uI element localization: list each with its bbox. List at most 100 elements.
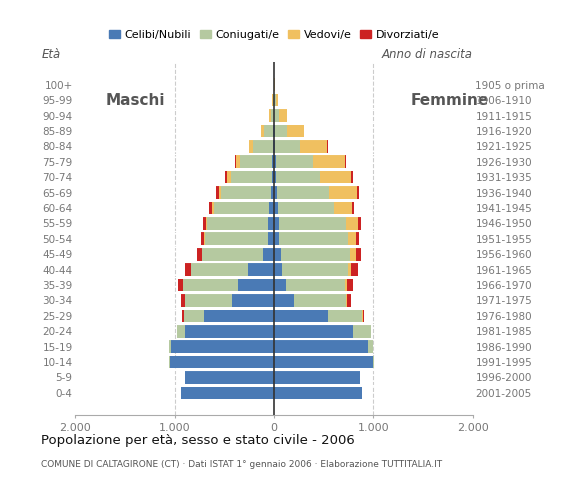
Bar [351,202,354,214]
Bar [171,340,274,353]
Bar [268,217,274,230]
Bar [274,125,275,137]
Bar [277,186,329,199]
Text: Anno di nascita: Anno di nascita [382,48,473,60]
Bar [184,325,274,337]
Bar [273,125,274,137]
Bar [219,186,222,199]
Bar [274,279,286,291]
Text: COMUNE DI CALTAGIRONE (CT) · Dati ISTAT 1° gennaio 2006 · Elaborazione TUTTITALI: COMUNE DI CALTAGIRONE (CT) · Dati ISTAT … [41,459,442,468]
Bar [264,125,273,137]
Bar [334,202,351,214]
Bar [183,310,184,322]
Text: Maschi: Maschi [105,93,165,108]
Bar [183,279,238,291]
Bar [328,310,362,322]
Bar [249,140,253,153]
Bar [205,232,267,245]
Bar [274,109,279,122]
Bar [248,264,274,276]
Bar [345,156,346,168]
Bar [356,232,359,245]
Bar [281,248,350,261]
Bar [346,294,347,307]
Bar [351,171,353,183]
Bar [274,156,276,168]
Bar [185,294,233,307]
Bar [177,325,184,337]
Text: Età: Età [42,48,61,60]
Bar [269,202,274,214]
Bar [320,171,351,183]
Bar [300,140,328,153]
Bar [203,217,206,230]
Text: Femmine: Femmine [411,93,490,108]
Bar [358,217,361,230]
Bar [170,356,274,368]
Bar [261,125,264,137]
Bar [271,171,274,183]
Bar [353,325,371,337]
Bar [263,248,274,261]
Bar [253,140,273,153]
Bar [348,264,351,276]
Bar [197,248,201,261]
Bar [286,279,345,291]
Bar [185,264,191,276]
Bar [238,279,274,291]
Bar [267,232,274,245]
Bar [347,294,351,307]
Bar [313,156,345,168]
Bar [212,202,214,214]
Bar [351,264,358,276]
Bar [357,186,359,199]
Bar [274,140,276,153]
Legend: Celibi/Nubili, Coniugati/e, Vedovi/e, Divorziati/e: Celibi/Nubili, Coniugati/e, Vedovi/e, Di… [104,25,444,45]
Bar [274,356,373,368]
Bar [348,232,356,245]
Bar [201,232,204,245]
Bar [214,202,269,214]
Bar [271,109,274,122]
Bar [178,279,183,291]
Bar [347,279,353,291]
Bar [209,202,212,214]
Bar [234,156,235,168]
Bar [373,356,374,368]
Bar [293,294,346,307]
Bar [191,264,248,276]
Bar [274,386,362,399]
Bar [274,232,279,245]
Bar [345,279,347,291]
Bar [274,340,368,353]
Bar [235,156,241,168]
Bar [276,140,300,153]
Bar [274,217,279,230]
Bar [274,325,353,337]
Bar [274,264,282,276]
Bar [274,171,276,183]
Bar [278,202,334,214]
Text: Popolazione per età, sesso e stato civile - 2006: Popolazione per età, sesso e stato civil… [41,434,354,447]
Bar [216,186,219,199]
Bar [274,371,360,384]
Bar [274,186,277,199]
Bar [273,140,274,153]
Bar [233,294,274,307]
Bar [275,125,287,137]
Bar [272,156,274,168]
Bar [269,109,271,122]
Bar [276,171,320,183]
Bar [356,248,361,261]
Bar [273,94,274,107]
Bar [207,217,268,230]
Bar [271,186,274,199]
Bar [231,171,271,183]
Bar [350,248,356,261]
Bar [274,202,278,214]
Bar [226,171,227,183]
Bar [184,310,204,322]
Bar [181,386,274,399]
Bar [276,94,278,107]
Bar [279,217,346,230]
